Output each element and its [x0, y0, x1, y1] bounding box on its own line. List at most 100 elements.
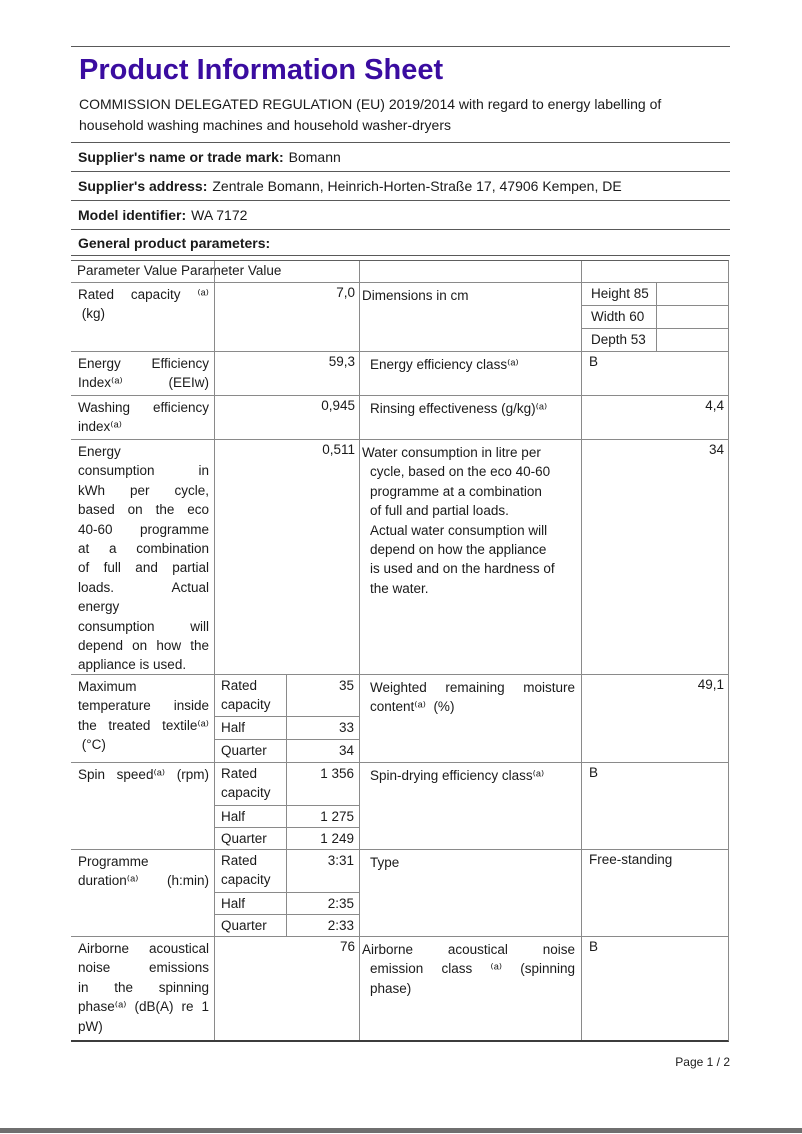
param-label: Washing efficiency index⁽ᵃ⁾	[78, 400, 209, 435]
param2-value: Free-standing	[581, 850, 728, 936]
load-subtable: Rated capacity 3:31 Half 2:35 Quarter 2:…	[214, 850, 359, 936]
supplier-name-value: Bomann	[288, 149, 341, 165]
param-label: Maximum temperature inside the treated tex…	[78, 679, 209, 753]
dimension-width: Width 60	[582, 306, 657, 328]
param-label: Energy Efficiency Index⁽ᵃ⁾ (EEIᴡ)	[78, 356, 209, 391]
subtable-row: Rated capacity 3:31	[215, 850, 359, 893]
model-identifier-value: WA 7172	[191, 207, 248, 223]
load-subtable: Rated capacity 1 356 Half 1 275 Quarter …	[214, 763, 359, 849]
param2-value: 34	[581, 440, 728, 674]
dimension-depth: Depth 53	[582, 329, 657, 351]
param-label: Airborne acoustical noise emissions in the…	[78, 941, 209, 1034]
param2-label: Type	[359, 850, 581, 936]
param2-label: Airborne acoustical noise emission class …	[359, 937, 581, 1040]
subtable-value: 3:31	[327, 853, 354, 868]
supplier-name-row: Supplier's name or trade mark: Bomann	[71, 142, 730, 171]
param2-value: 4,4	[581, 396, 728, 439]
subtable-label: Quarter	[215, 828, 287, 849]
title-block: Product Information Sheet COMMISSION DEL…	[71, 46, 730, 142]
subtable-label: Half	[215, 717, 287, 739]
table-row-programme-duration: Programme duration⁽ᵃ⁾ (h:min) Rated capac…	[71, 850, 728, 937]
subtable-label: Rated capacity	[215, 675, 287, 716]
table-row-acoustical-noise: Airborne acoustical noise emissions in the…	[71, 937, 728, 1040]
param-label: Energy consumption in kWh per cycle, based …	[78, 444, 209, 673]
subtable-value: 2:33	[327, 918, 354, 933]
model-identifier-label: Model identifier:	[78, 207, 187, 223]
column-divider	[581, 261, 582, 282]
param-label: Spin speed⁽ᵃ⁾ (rpm)	[78, 767, 209, 782]
table-row-energy-efficiency-index: Energy Efficiency Index⁽ᵃ⁾ (EEIᴡ) 59,3 En…	[71, 352, 728, 396]
subtable-label: Quarter	[215, 915, 287, 936]
subtable-label: Rated capacity	[215, 763, 287, 805]
param2-label: Weighted remaining moisture content⁽ᵃ⁾ (%…	[359, 675, 581, 762]
subtable-value: 1 275	[320, 809, 354, 824]
param-value: 0,945	[214, 396, 359, 439]
table-row-max-temperature: Maximum temperature inside the treated tex…	[71, 675, 728, 763]
table-header-text: Parameter Value Parameter Value	[77, 263, 282, 278]
table-row-energy-consumption: Energy consumption in kWh per cycle, based …	[71, 440, 728, 675]
dimension-height: Height 85	[582, 283, 657, 305]
subtable-value: 1 356	[320, 766, 354, 781]
subtable-row: Half 33	[215, 717, 359, 740]
table-row-rated-capacity: Rated capacity ⁽ᵃ⁾ (kg) 7,0 Dimensions i…	[71, 283, 728, 352]
supplier-name-label: Supplier's name or trade mark:	[78, 149, 284, 165]
page-title: Product Information Sheet	[79, 54, 444, 86]
subtable-value: 34	[338, 743, 354, 758]
param-value: 76	[214, 937, 359, 1040]
subtable-label: Rated capacity	[215, 850, 287, 892]
supplier-address-value: Zentrale Bomann, Heinrich-Horten-Straße …	[212, 178, 622, 194]
subtable-value: 2:35	[327, 896, 354, 911]
column-divider	[359, 261, 360, 282]
param-label: Rated capacity ⁽ᵃ⁾ (kg)	[78, 287, 209, 322]
subtable-value: 1 249	[320, 831, 354, 846]
product-information-sheet: Product Information Sheet COMMISSION DEL…	[71, 46, 730, 1042]
param2-label: Spin-drying efficiency class⁽ᵃ⁾	[359, 763, 581, 849]
supplier-address-row: Supplier's address: Zentrale Bomann, Hei…	[71, 171, 730, 200]
param2-value: B	[581, 937, 728, 1040]
general-parameters-label: General product parameters:	[78, 234, 271, 251]
table-header-row: Parameter Value Parameter Value	[71, 261, 728, 283]
table-row-spin-speed: Spin speed⁽ᵃ⁾ (rpm) Rated capacity 1 356…	[71, 763, 728, 850]
subtable-value: 35	[338, 678, 354, 693]
dimension-row: Depth 53	[582, 329, 728, 351]
dimension-empty-cell	[657, 306, 728, 328]
subtable-value: 33	[338, 720, 354, 735]
param2-label: Dimensions in cm	[359, 283, 581, 351]
dimension-row: Height 85	[582, 283, 728, 306]
table-row-washing-efficiency: Washing efficiency index⁽ᵃ⁾ 0,945 Rinsing…	[71, 396, 728, 440]
subtable-row: Half 2:35	[215, 893, 359, 915]
param-value: 0,511	[214, 440, 359, 674]
subtable-label: Quarter	[215, 740, 287, 762]
subtable-row: Quarter 2:33	[215, 915, 359, 936]
param2-label: Rinsing effectiveness (g/kg)⁽ᵃ⁾	[359, 396, 581, 439]
parameters-table: Parameter Value Parameter Value Rated ca…	[71, 260, 729, 1042]
subtable-row: Quarter 34	[215, 740, 359, 762]
param-value: 59,3	[214, 352, 359, 395]
subtable-row: Quarter 1 249	[215, 828, 359, 849]
param-value: 7,0	[214, 283, 359, 351]
general-parameters-row: General product parameters:	[71, 229, 730, 256]
regulation-subtitle: COMMISSION DELEGATED REGULATION (EU) 201…	[79, 96, 662, 133]
param-label: Programme duration⁽ᵃ⁾ (h:min)	[78, 854, 209, 889]
subtable-label: Half	[215, 806, 287, 827]
dimension-empty-cell	[657, 283, 728, 305]
subtable-label: Half	[215, 893, 287, 914]
param2-value: 49,1	[581, 675, 728, 762]
param2-label: Energy efficiency class⁽ᵃ⁾	[359, 352, 581, 395]
dimension-row: Width 60	[582, 306, 728, 329]
subtable-row: Half 1 275	[215, 806, 359, 828]
page-number: Page 1 / 2	[675, 1055, 730, 1069]
param2-label: Water consumption in litre per cycle, bas…	[359, 440, 581, 674]
dimensions-block: Height 85 Width 60 Depth 53	[581, 283, 728, 351]
model-identifier-row: Model identifier: WA 7172	[71, 200, 730, 229]
subtable-row: Rated capacity 35	[215, 675, 359, 717]
subtable-row: Rated capacity 1 356	[215, 763, 359, 806]
load-subtable: Rated capacity 35 Half 33 Quarter 34	[214, 675, 359, 762]
supplier-address-label: Supplier's address:	[78, 178, 208, 194]
param2-value: B	[581, 763, 728, 849]
window-bottom-edge	[0, 1128, 802, 1133]
param2-value: B	[581, 352, 728, 395]
column-divider	[214, 261, 215, 282]
dimension-empty-cell	[657, 329, 728, 351]
